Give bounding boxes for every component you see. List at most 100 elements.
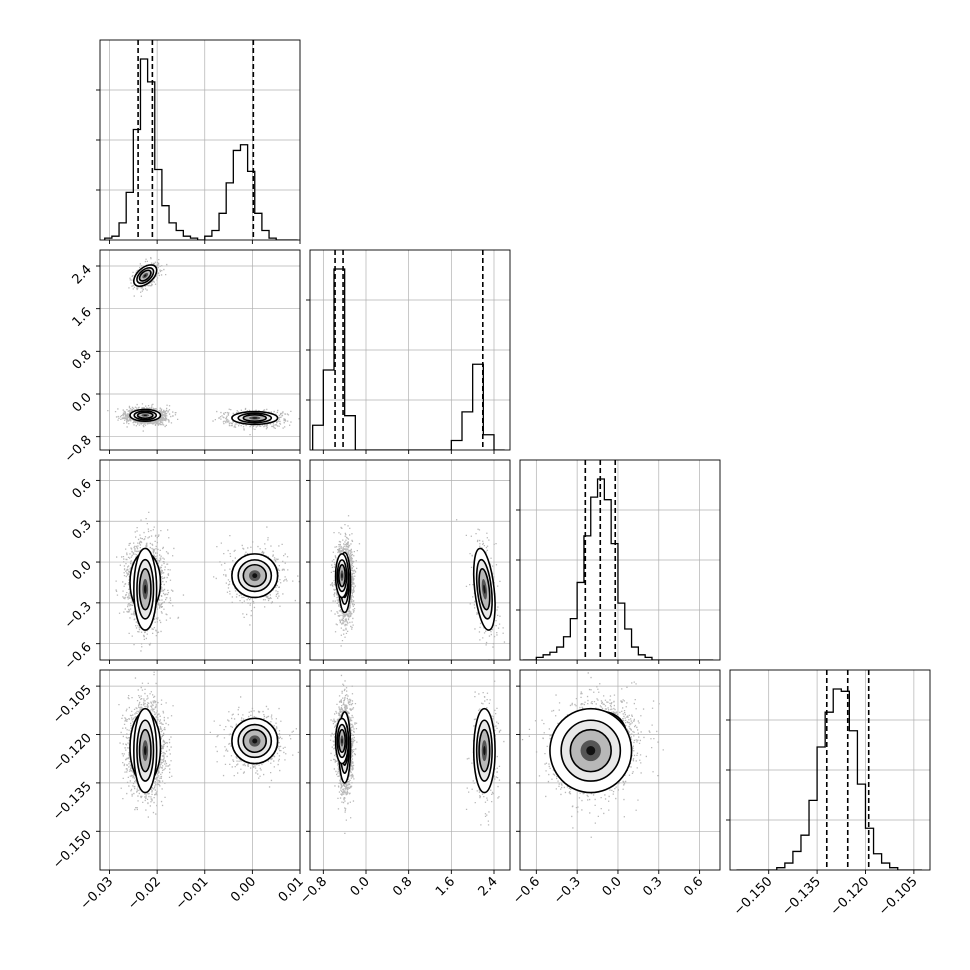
y-tick-label: −0.135 xyxy=(50,779,95,824)
x-tick-label: 0.8 xyxy=(390,874,415,899)
histogram-1 xyxy=(312,268,505,450)
x-tick-label: 0.3 xyxy=(640,874,665,899)
contour-line xyxy=(338,728,347,754)
contour-line xyxy=(136,411,154,420)
density-level xyxy=(143,414,147,416)
y-tick-label: −0.150 xyxy=(50,828,95,873)
panel-3-3: −0.150 −0.135 −0.120 −0.105 xyxy=(726,669,931,919)
contour-line xyxy=(560,719,622,782)
x-tick-label: −0.03 xyxy=(78,874,117,913)
panel-2-0: −0.6 −0.3 0.0 0.3 0.6 xyxy=(62,459,301,673)
density-3-2 xyxy=(549,707,633,794)
y-tick-label: 0.6 xyxy=(70,477,95,502)
y-tick-label: 1.6 xyxy=(70,305,95,330)
panel-frame xyxy=(99,459,301,661)
panels-layer: −0.80.00.81.62.4−0.6−0.30.00.30.6−0.03 −0… xyxy=(50,39,931,919)
contour-line xyxy=(475,558,493,620)
contour-line xyxy=(472,707,496,794)
contour-line xyxy=(549,707,633,794)
panel-1-1 xyxy=(306,249,511,454)
contour-line xyxy=(334,553,350,599)
contour-line xyxy=(136,267,155,285)
density-level xyxy=(252,573,258,579)
density-level xyxy=(483,746,486,756)
contour-line xyxy=(136,558,155,620)
density-level xyxy=(143,274,147,277)
contour-line xyxy=(138,269,152,282)
x-tick-label: 2.4 xyxy=(476,874,501,899)
contour-line xyxy=(237,412,273,424)
scatter-1-0 xyxy=(107,257,300,436)
panel-2-1 xyxy=(306,459,511,664)
density-level xyxy=(252,417,258,419)
panel-2-2 xyxy=(516,459,721,664)
contour-line xyxy=(472,547,496,631)
contour-line xyxy=(133,410,158,421)
density-level xyxy=(341,738,343,744)
panel-frame xyxy=(519,459,721,661)
x-tick-label: 0.6 xyxy=(681,874,706,899)
y-tick-label: 0.3 xyxy=(70,517,95,542)
density-level xyxy=(143,584,147,594)
contour-line xyxy=(138,568,152,611)
histogram-0 xyxy=(104,58,298,240)
contour-line xyxy=(336,559,348,593)
density-level xyxy=(252,738,258,744)
contour-line xyxy=(478,568,491,611)
panel-frame xyxy=(99,249,301,451)
contour-line xyxy=(237,559,273,593)
histogram-2 xyxy=(522,478,714,660)
x-tick-label: −0.135 xyxy=(779,874,824,919)
panel-3-0: −0.03 −0.02 −0.01 0.00 0.01−0.150−0.135−0.12… xyxy=(50,669,307,913)
density-level xyxy=(483,584,486,594)
density-level xyxy=(143,746,147,756)
density-3-1 xyxy=(334,707,496,794)
contour-line xyxy=(242,563,267,588)
density-3-0 xyxy=(129,707,279,794)
contour-line xyxy=(136,719,155,782)
y-tick-label: −0.105 xyxy=(50,682,95,727)
contour-line xyxy=(237,723,273,759)
histogram-3 xyxy=(736,688,922,870)
panel-3-2: −0.6 −0.3 0.0 0.3 0.6 xyxy=(510,669,721,907)
y-tick-label: −0.120 xyxy=(50,731,95,776)
x-tick-label: −0.01 xyxy=(173,874,212,913)
contour-line xyxy=(129,408,162,423)
x-tick-label: −0.6 xyxy=(510,874,543,907)
contour-line xyxy=(475,719,493,782)
x-tick-label: −0.120 xyxy=(828,874,873,919)
panel-frame xyxy=(99,39,301,241)
x-tick-label: −0.150 xyxy=(731,874,776,919)
panel-frame xyxy=(519,669,721,871)
panel-frame xyxy=(309,249,511,451)
contour-line xyxy=(231,717,279,765)
x-tick-label: 0.0 xyxy=(600,874,625,899)
panel-frame xyxy=(309,459,511,661)
panel-frame xyxy=(309,669,511,871)
y-tick-label: 2.4 xyxy=(70,262,95,287)
density-2-1 xyxy=(334,547,496,631)
density-2-0 xyxy=(129,547,279,631)
contour-line xyxy=(133,264,158,288)
y-tick-label: 0.0 xyxy=(70,558,95,583)
panel-frame xyxy=(99,669,301,871)
panel-1-0: −0.8 0.0 0.8 1.6 2.4 xyxy=(62,249,301,466)
contour-line xyxy=(231,553,279,599)
scatter-points xyxy=(107,257,300,436)
contour-line xyxy=(133,547,158,631)
x-tick-label: −0.105 xyxy=(876,874,921,919)
y-tick-label: 0.0 xyxy=(70,390,95,415)
x-tick-label: 1.6 xyxy=(433,874,458,899)
density-level xyxy=(341,573,343,579)
contour-line xyxy=(242,413,267,422)
contour-line xyxy=(336,723,348,759)
panel-frame xyxy=(729,669,931,871)
x-tick-label: 0.00 xyxy=(228,874,259,905)
panel-3-1: −0.8 0.0 0.8 1.6 2.4 xyxy=(297,669,511,907)
x-tick-label: −0.02 xyxy=(125,874,164,913)
contour-line xyxy=(478,728,491,773)
contour-line xyxy=(242,728,267,754)
y-tick-label: −0.6 xyxy=(62,640,95,673)
x-tick-label: −0.3 xyxy=(551,874,584,907)
